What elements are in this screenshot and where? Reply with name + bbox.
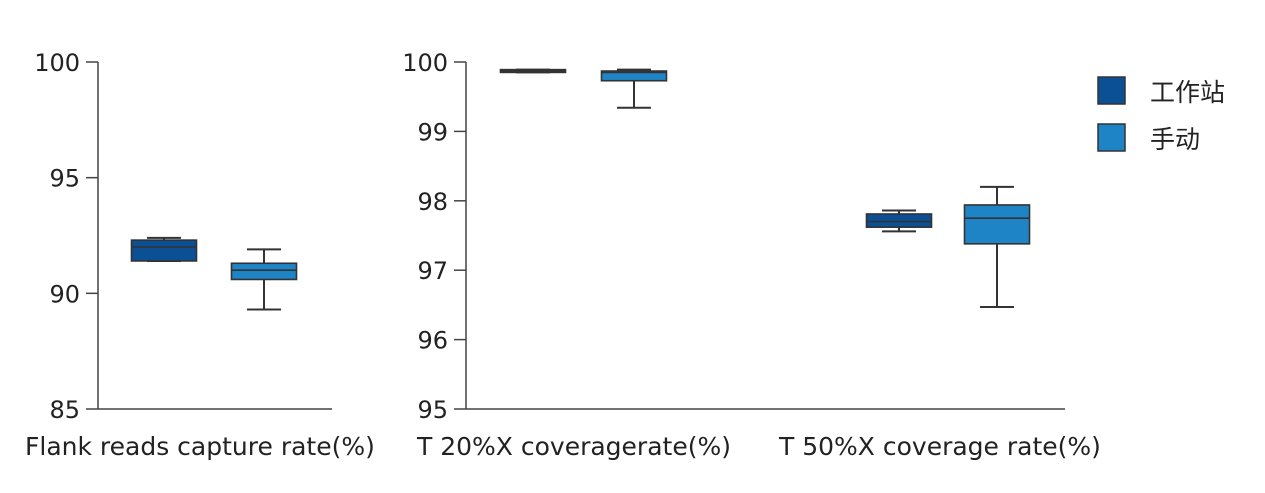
y-tick-label: 95	[417, 396, 448, 424]
y-tick-label: 85	[49, 396, 80, 424]
iqr-box	[130, 239, 198, 262]
left-panel: 85 90 95 100 Flank reads capture rate(%)	[25, 49, 375, 461]
y-tick-label: 90	[49, 280, 80, 308]
right-y-ticks: 95 96 97 98 99 100	[402, 49, 466, 424]
right-boxes	[865, 185, 1031, 308]
box-plot-manual	[963, 185, 1031, 308]
box-plot-manual	[600, 68, 668, 109]
middle-boxes	[499, 68, 668, 109]
y-tick-label: 97	[417, 257, 448, 285]
box-plot-manual	[230, 248, 298, 311]
y-tick-label: 100	[34, 49, 80, 77]
left-boxes	[130, 236, 298, 311]
iqr-box	[865, 213, 933, 228]
box-plot-workstation	[865, 209, 933, 233]
box-plot-workstation	[499, 68, 567, 74]
right-x-label: T 50%X coverage rate(%)	[778, 432, 1101, 461]
y-tick-label: 96	[417, 327, 448, 355]
iqr-box	[963, 204, 1031, 245]
left-x-label: Flank reads capture rate(%)	[25, 432, 375, 461]
right-panel: 95 96 97 98 99 100 T 20%X coveragerate(%) T 5…	[402, 49, 1101, 461]
middle-x-label: T 20%X coveragerate(%)	[416, 432, 731, 461]
y-tick-label: 99	[417, 118, 448, 146]
legend-swatch-workstation	[1097, 76, 1126, 105]
iqr-box	[230, 262, 298, 281]
y-tick-label: 98	[417, 188, 448, 216]
left-y-ticks: 85 90 95 100	[34, 49, 98, 424]
box-plot-workstation	[130, 236, 198, 262]
y-tick-label: 100	[402, 49, 448, 77]
y-tick-label: 95	[49, 165, 80, 193]
legend-swatch-manual	[1097, 123, 1126, 152]
iqr-box	[600, 70, 668, 82]
legend-label-manual: 手动	[1150, 125, 1200, 154]
legend-label-workstation: 工作站	[1150, 78, 1225, 107]
legend: 工作站 手动	[1097, 76, 1225, 154]
